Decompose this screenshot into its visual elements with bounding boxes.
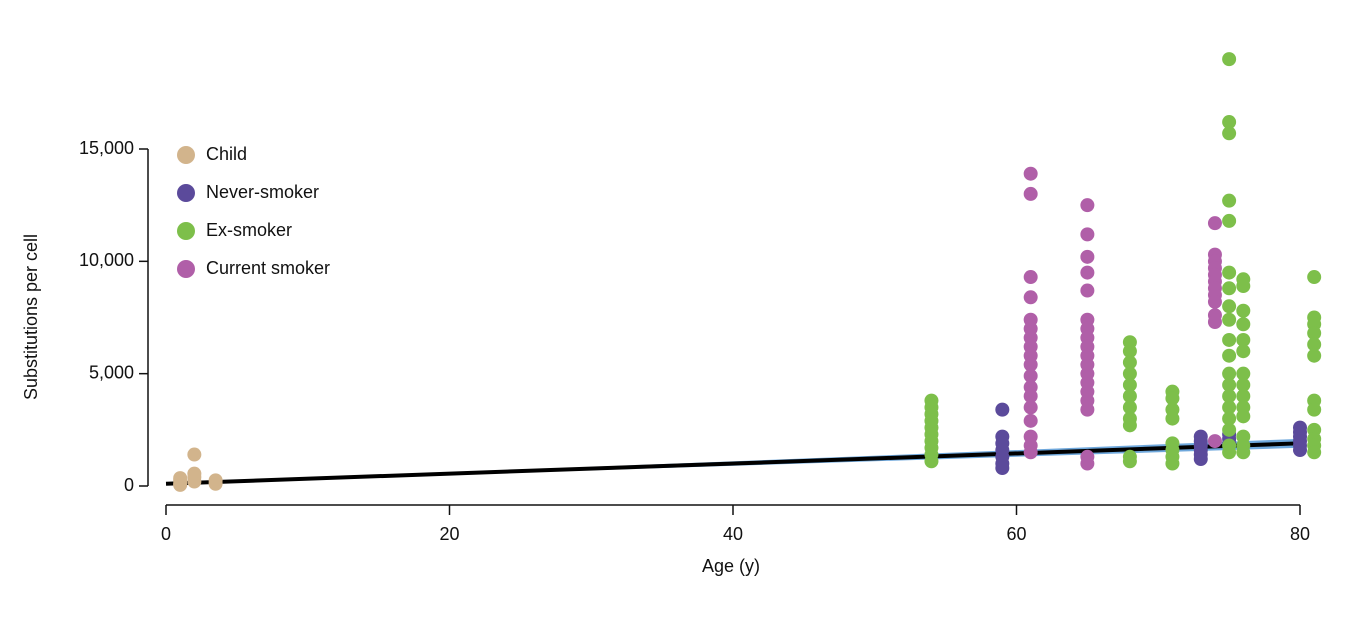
legend-marker xyxy=(177,260,195,278)
x-tick-label: 0 xyxy=(161,524,171,544)
y-axis-label: Substitutions per cell xyxy=(21,234,41,400)
x-tick-label: 40 xyxy=(723,524,743,544)
data-point xyxy=(1023,389,1038,404)
data-point xyxy=(1080,456,1095,471)
data-point xyxy=(1023,166,1038,181)
data-point xyxy=(1222,332,1237,347)
data-point xyxy=(1236,366,1251,381)
data-point xyxy=(1222,377,1237,392)
data-point xyxy=(995,461,1010,476)
data-point xyxy=(1236,377,1251,392)
data-point xyxy=(1236,389,1251,404)
data-point xyxy=(1165,411,1180,426)
data-point xyxy=(1080,198,1095,213)
data-point xyxy=(1122,377,1137,392)
fit-line xyxy=(165,441,1301,486)
data-point xyxy=(1080,402,1095,417)
data-point xyxy=(1222,366,1237,381)
data-point xyxy=(1023,357,1038,372)
data-point xyxy=(1080,227,1095,242)
data-point xyxy=(1222,213,1237,228)
data-point xyxy=(208,473,223,488)
data-point xyxy=(1165,391,1180,406)
data-point xyxy=(1122,344,1137,359)
data-point xyxy=(924,454,939,469)
data-point xyxy=(1023,270,1038,285)
data-point xyxy=(187,466,202,481)
data-point xyxy=(1207,216,1222,231)
y-tick-label: 0 xyxy=(124,475,134,495)
x-tick-label: 80 xyxy=(1290,524,1310,544)
data-point xyxy=(1193,452,1208,467)
fit-band xyxy=(166,438,1300,484)
legend-label: Ex-smoker xyxy=(206,220,292,240)
data-point xyxy=(1122,355,1137,370)
data-point xyxy=(1307,270,1322,285)
data-point xyxy=(1236,317,1251,332)
data-point xyxy=(1307,348,1322,363)
y-tick-label: 10,000 xyxy=(79,250,134,270)
data-point xyxy=(1222,193,1237,208)
data-point xyxy=(1222,411,1237,426)
data-point xyxy=(1207,314,1222,329)
data-point xyxy=(1222,422,1237,437)
data-point xyxy=(1080,283,1095,298)
data-point xyxy=(1023,445,1038,460)
data-point xyxy=(1222,265,1237,280)
data-point xyxy=(1307,402,1322,417)
data-point xyxy=(1236,445,1251,460)
x-tick-label: 60 xyxy=(1006,524,1026,544)
data-point xyxy=(1222,389,1237,404)
data-point xyxy=(1023,400,1038,415)
data-point xyxy=(1222,400,1237,415)
data-point xyxy=(1307,445,1322,460)
data-point xyxy=(1023,290,1038,305)
x-axis-label: Age (y) xyxy=(702,556,760,576)
data-point xyxy=(1222,299,1237,314)
legend-marker xyxy=(177,222,195,240)
data-point xyxy=(1023,413,1038,428)
data-point xyxy=(1122,400,1137,415)
data-point xyxy=(1236,344,1251,359)
data-point xyxy=(1236,303,1251,318)
data-point xyxy=(1023,186,1038,201)
data-point xyxy=(1222,348,1237,363)
data-point xyxy=(1080,249,1095,264)
data-point xyxy=(1222,52,1237,67)
data-point xyxy=(1236,279,1251,294)
legend-marker xyxy=(177,184,195,202)
data-point xyxy=(1023,368,1038,383)
data-point xyxy=(1222,312,1237,327)
x-tick-label: 20 xyxy=(439,524,459,544)
y-tick-label: 15,000 xyxy=(79,138,134,158)
legend-marker xyxy=(177,146,195,164)
data-point xyxy=(1207,434,1222,449)
data-point xyxy=(1122,389,1137,404)
legend-label: Child xyxy=(206,144,247,164)
data-point xyxy=(1207,294,1222,309)
data-point xyxy=(173,471,188,486)
data-point xyxy=(1236,409,1251,424)
data-point xyxy=(1222,445,1237,460)
data-point xyxy=(1165,456,1180,471)
legend-label: Current smoker xyxy=(206,258,330,278)
data-point xyxy=(1122,454,1137,469)
data-point xyxy=(1293,443,1307,458)
data-point xyxy=(1122,418,1137,433)
legend-label: Never-smoker xyxy=(206,182,319,202)
data-point xyxy=(1222,115,1237,130)
data-point xyxy=(1122,366,1137,381)
data-point xyxy=(187,447,202,462)
data-point xyxy=(1222,281,1237,296)
data-point xyxy=(1307,326,1322,341)
data-point xyxy=(1307,337,1322,352)
data-point xyxy=(995,402,1010,417)
data-point xyxy=(1236,332,1251,347)
y-tick-label: 5,000 xyxy=(89,362,134,382)
data-point xyxy=(1080,265,1095,280)
data-point xyxy=(1222,126,1237,141)
